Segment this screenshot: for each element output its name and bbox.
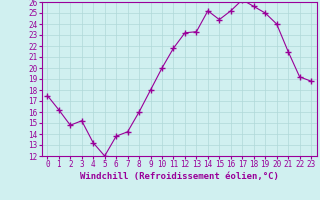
X-axis label: Windchill (Refroidissement éolien,°C): Windchill (Refroidissement éolien,°C) [80,172,279,181]
